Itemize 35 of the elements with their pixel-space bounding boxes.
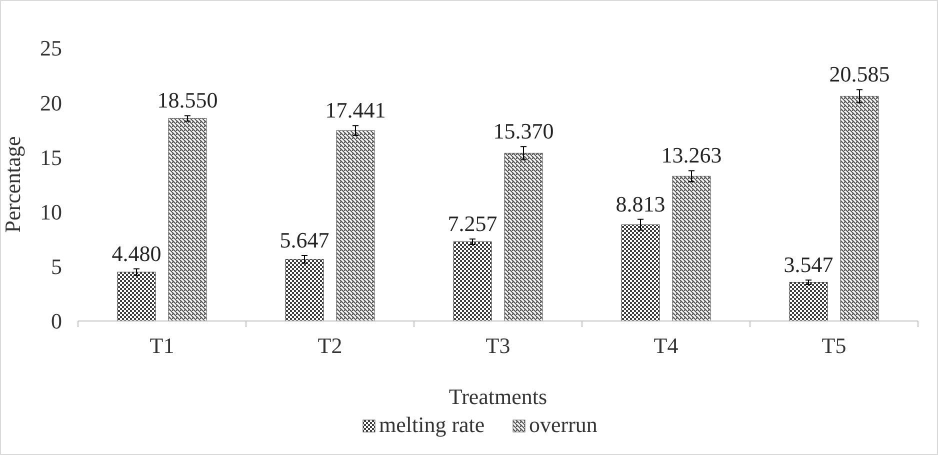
bar [285, 259, 324, 322]
data-label: 3.547 [784, 252, 834, 278]
x-tick-label: T4 [654, 333, 678, 358]
data-label: 4.480 [112, 240, 162, 266]
data-label: 18.550 [157, 88, 218, 113]
y-tick-label: 5 [51, 254, 62, 280]
bar [672, 176, 711, 322]
bar [117, 272, 156, 322]
bar [453, 242, 492, 322]
bar [336, 130, 375, 322]
x-tick-label: T3 [486, 333, 510, 358]
data-label: 5.647 [280, 228, 330, 253]
data-label: 8.813 [616, 191, 666, 216]
bar [621, 224, 660, 322]
bar [168, 118, 207, 322]
data-label: 20.585 [829, 62, 890, 87]
x-tick-label: T2 [318, 333, 342, 358]
data-label: 17.441 [325, 98, 386, 123]
bar [789, 282, 828, 322]
legend-label: melting rate [379, 412, 485, 437]
y-tick-label: 0 [51, 308, 62, 334]
data-label: 15.370 [493, 118, 554, 144]
bar [504, 152, 543, 322]
bar [840, 96, 879, 322]
x-tick-label: T1 [150, 333, 174, 358]
y-tick-label: 10 [40, 200, 62, 224]
y-tick-label: 20 [40, 90, 62, 116]
data-label: 13.263 [661, 142, 722, 168]
y-tick-label: 15 [40, 144, 62, 170]
y-axis-title: Percentage [0, 136, 25, 233]
legend-label: overrun [529, 412, 598, 437]
y-tick-label: 25 [40, 36, 62, 61]
x-tick-label: T5 [822, 333, 846, 358]
data-label: 7.257 [448, 211, 498, 236]
x-axis-title: Treatments [448, 384, 548, 409]
